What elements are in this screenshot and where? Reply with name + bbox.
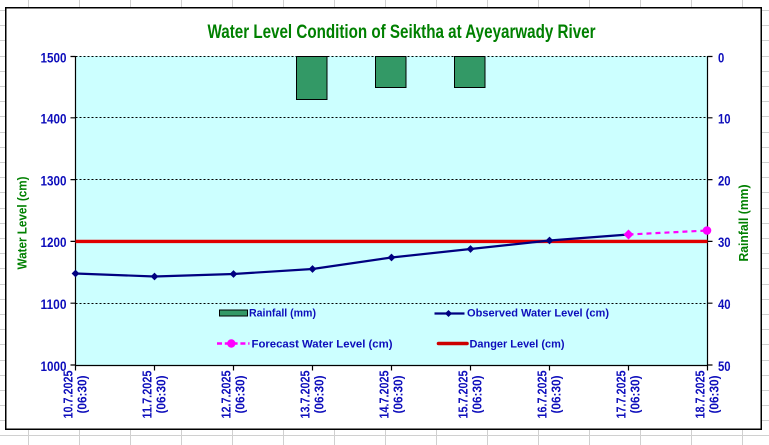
svg-text:10: 10	[718, 111, 731, 127]
svg-text:0: 0	[718, 49, 724, 65]
svg-text:Rainfall (mm): Rainfall (mm)	[736, 185, 751, 262]
svg-text:Forecast Water Level (cm): Forecast Water Level (cm)	[252, 339, 393, 351]
svg-text:40: 40	[718, 296, 731, 312]
svg-text:Water Level Condition of Seikt: Water Level Condition of Seiktha at Ayey…	[208, 22, 596, 43]
svg-text:30: 30	[718, 234, 731, 250]
svg-text:(06:30): (06:30)	[627, 376, 642, 414]
svg-text:11.7.2025: 11.7.2025	[139, 371, 154, 419]
svg-text:(06:30): (06:30)	[74, 376, 89, 414]
svg-text:(06:30): (06:30)	[232, 376, 247, 414]
svg-text:17.7.2025: 17.7.2025	[613, 371, 628, 419]
svg-text:18.7.2025: 18.7.2025	[692, 371, 707, 419]
svg-text:Danger Level (cm): Danger Level (cm)	[470, 339, 565, 351]
svg-text:1400: 1400	[41, 111, 67, 127]
svg-text:(06:30): (06:30)	[153, 376, 168, 414]
svg-text:Water Level (cm): Water Level (cm)	[15, 177, 30, 270]
svg-text:1500: 1500	[41, 49, 67, 65]
svg-text:1000: 1000	[41, 358, 67, 374]
svg-text:16.7.2025: 16.7.2025	[534, 371, 549, 419]
svg-text:14.7.2025: 14.7.2025	[376, 371, 391, 419]
svg-text:(06:30): (06:30)	[311, 376, 326, 414]
svg-text:(06:30): (06:30)	[390, 376, 405, 414]
svg-text:(06:30): (06:30)	[469, 376, 484, 414]
svg-text:20: 20	[718, 172, 731, 188]
svg-text:13.7.2025: 13.7.2025	[297, 371, 312, 419]
svg-text:(06:30): (06:30)	[548, 376, 563, 414]
svg-text:1100: 1100	[41, 296, 67, 312]
svg-text:Observed Water Level (cm): Observed Water Level (cm)	[467, 308, 609, 320]
svg-text:50: 50	[718, 358, 731, 374]
svg-text:(06:30): (06:30)	[706, 376, 721, 414]
svg-text:1300: 1300	[41, 172, 67, 188]
svg-text:10.7.2025: 10.7.2025	[60, 371, 75, 419]
svg-text:1200: 1200	[41, 234, 67, 250]
svg-text:Rainfall (mm): Rainfall (mm)	[249, 308, 316, 320]
svg-text:12.7.2025: 12.7.2025	[218, 371, 233, 419]
svg-text:15.7.2025: 15.7.2025	[455, 371, 470, 419]
